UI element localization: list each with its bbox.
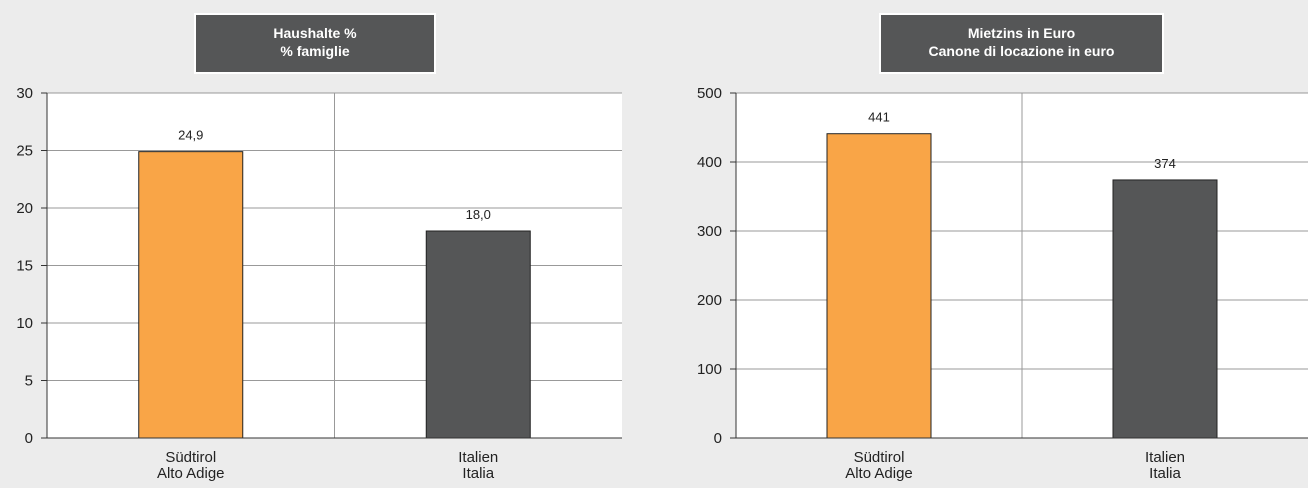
data-label: 441 [868,110,890,125]
y-tick-label: 100 [697,361,722,378]
chart-title-line-2: Canone di locazione in euro [929,43,1115,59]
bar [1112,179,1218,439]
x-category-label: Alto Adige [845,465,913,482]
y-tick-label: 300 [697,223,722,240]
y-tick-label: 0 [714,430,722,447]
y-tick-label: 400 [697,154,722,171]
chart-title-line-2: % famiglie [280,43,349,59]
y-tick-label: 5 [25,373,33,390]
data-label: 18,0 [466,207,491,222]
x-category-label: Italien [458,449,498,466]
y-tick-label: 200 [697,292,722,309]
y-tick-label: 500 [697,85,722,102]
x-category-label: Alto Adige [157,465,225,482]
x-category-label: Italien [1145,449,1185,466]
x-category-label: Italia [462,465,494,482]
bar [138,151,244,439]
chart-title-line-1: Haushalte % [273,25,357,41]
y-tick-label: 15 [16,258,33,275]
bar [826,133,932,439]
data-label: 374 [1154,156,1176,171]
chart-title-background [879,13,1164,74]
chart-title-box: Mietzins in Euro Canone di locazione in e… [879,13,1164,74]
y-tick-label: 30 [16,85,33,102]
y-tick-label: 25 [16,143,33,160]
x-category-label: Südtirol [165,449,216,466]
chart-title-background [194,13,436,74]
x-category-label: Italia [1149,465,1181,482]
y-tick-label: 0 [25,430,33,447]
chart-panel-1: Haushalte % % famiglie 0 5 10 15 20 25 30 24,9 Süd… [16,13,622,482]
data-label: 24,9 [178,128,203,143]
x-category-label: Südtirol [854,449,905,466]
chart-panel-2: Mietzins in Euro Canone di locazione in e… [697,13,1308,482]
chart-title-box: Haushalte % % famiglie [194,13,436,74]
chart-title-line-1: Mietzins in Euro [968,25,1075,41]
y-tick-label: 10 [16,315,33,332]
y-tick-label: 20 [16,200,33,217]
bar [425,230,531,439]
